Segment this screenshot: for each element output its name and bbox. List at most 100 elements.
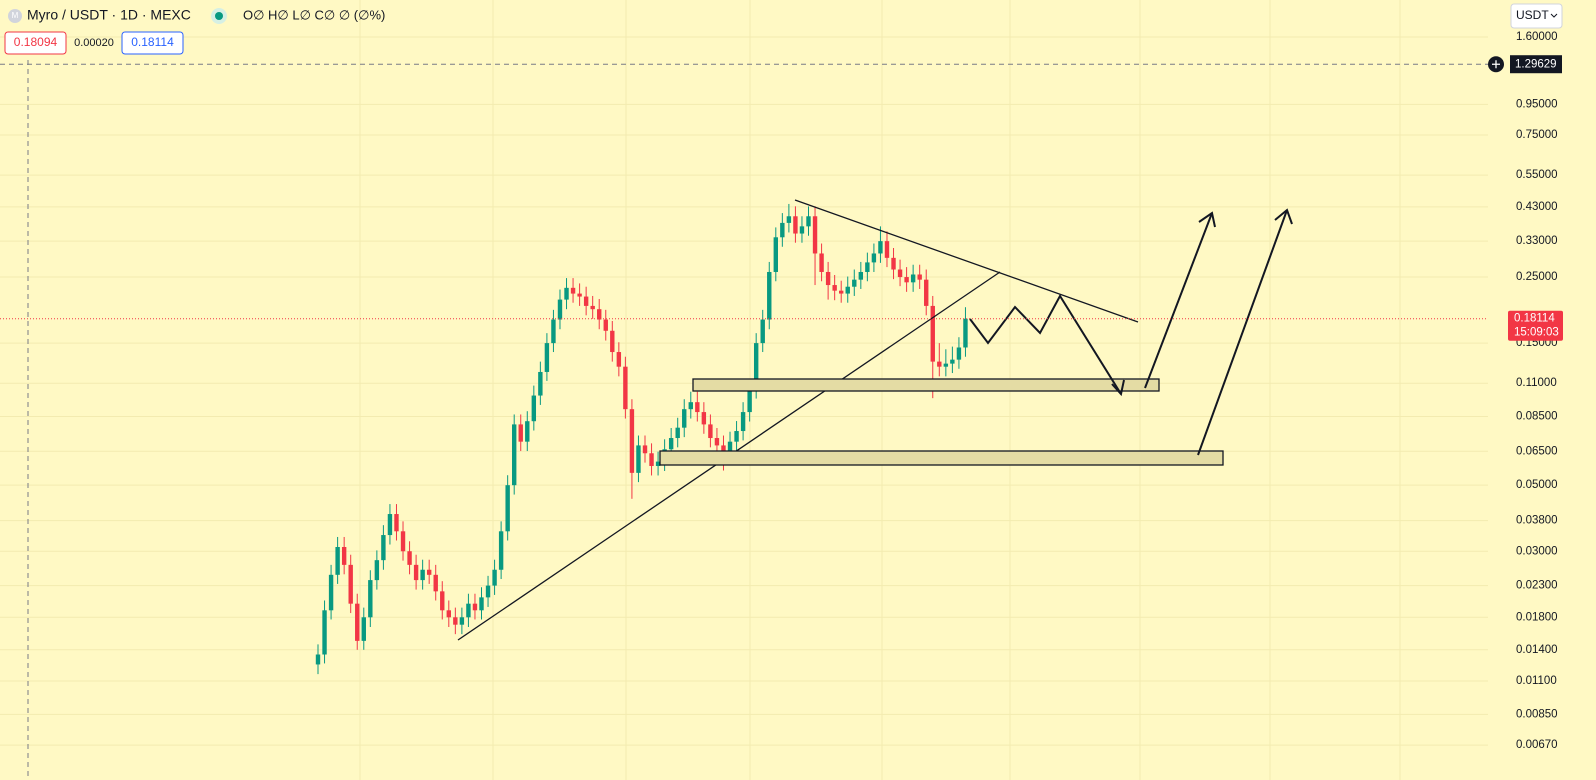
spread: 0.00020 — [74, 37, 114, 49]
candle-body — [538, 371, 543, 396]
candle-body — [682, 409, 687, 428]
crosshair-price: 1.29629 — [1515, 58, 1557, 70]
candle-body — [734, 431, 739, 442]
path-projection — [969, 294, 1122, 395]
candle-body — [629, 409, 635, 473]
candle-body — [956, 347, 962, 360]
candle-body — [897, 269, 903, 278]
candle-body — [806, 216, 811, 227]
arrowhead — [1111, 379, 1125, 397]
candle-body — [904, 277, 909, 283]
dropdown-caret — [1550, 13, 1558, 18]
candle-body — [315, 654, 321, 665]
currency-label[interactable]: USDT — [1516, 8, 1549, 22]
candle-body — [400, 531, 406, 552]
candle-body — [518, 424, 523, 442]
y-tick-label: 0.95000 — [1516, 98, 1558, 110]
candle-body — [577, 293, 582, 297]
zone-upper — [692, 378, 1160, 392]
candle-body — [963, 318, 968, 348]
candles — [315, 203, 968, 675]
y-tick-label: 0.03800 — [1516, 515, 1558, 527]
candle-body — [884, 241, 890, 258]
candle-body — [413, 564, 419, 581]
candle-body — [917, 274, 922, 280]
candle-body — [832, 285, 837, 291]
last-price-tag: 0.18114 15:09:03 — [1508, 310, 1563, 341]
candle-body — [368, 580, 373, 618]
candle-body — [381, 535, 386, 561]
candle-body — [786, 216, 792, 223]
bid-price[interactable]: 0.18094 — [14, 35, 58, 49]
candle-body — [498, 531, 504, 570]
drawings — [457, 199, 1293, 641]
candle-body — [440, 591, 445, 611]
candle-body — [655, 461, 661, 466]
candle-body — [695, 402, 700, 413]
y-tick-label: 0.00850 — [1516, 708, 1558, 720]
candle-body — [760, 319, 765, 344]
arrow-up-2 — [1197, 209, 1288, 456]
last-price: 0.18114 — [1514, 313, 1555, 325]
candle-body — [943, 363, 949, 367]
y-tick-label: 0.02300 — [1516, 580, 1558, 592]
candle-body — [852, 279, 857, 287]
candle-body — [551, 319, 556, 344]
candle-body — [668, 438, 674, 450]
candle-body — [453, 617, 458, 625]
candle-body — [636, 445, 641, 473]
candle-body — [878, 241, 883, 254]
price-axis-bg — [1488, 0, 1596, 780]
candle-body — [616, 352, 622, 367]
market-status-dot — [215, 12, 223, 20]
y-tick-label: 0.00670 — [1516, 739, 1558, 751]
crosshair-price-box — [1510, 55, 1562, 74]
candle-body — [701, 412, 707, 425]
candle-body — [394, 514, 399, 532]
ask-price[interactable]: 0.18114 — [131, 35, 174, 49]
candle-body — [505, 485, 510, 532]
crosshair-tag: 1.29629 — [1488, 55, 1562, 74]
candle-body — [819, 253, 824, 272]
zone-lower — [659, 450, 1224, 466]
candle-body — [610, 330, 615, 353]
candle-body — [544, 343, 550, 372]
candle-body — [485, 585, 491, 598]
y-tick-label: 0.75000 — [1516, 129, 1558, 141]
candle-body — [858, 271, 864, 280]
candle-body — [675, 427, 680, 439]
candle-body — [322, 610, 327, 655]
sell-button[interactable] — [4, 31, 67, 55]
candle-body — [793, 216, 798, 234]
candle-body — [688, 402, 693, 410]
candle-body — [642, 445, 648, 454]
buy-button[interactable] — [121, 31, 184, 55]
candle-body — [924, 279, 929, 306]
candle-body — [407, 551, 412, 565]
candle-body — [708, 424, 713, 439]
candle-body — [871, 253, 877, 263]
y-tick-label: 0.55000 — [1516, 169, 1558, 181]
candle-body — [753, 343, 759, 390]
candle-body — [335, 546, 340, 575]
candle-body — [937, 361, 942, 367]
candle-body — [799, 226, 805, 234]
candle-body — [590, 305, 595, 310]
candle-body — [355, 603, 360, 641]
candle-body — [374, 560, 380, 581]
y-tick-label: 0.06500 — [1516, 445, 1558, 457]
candle-body — [472, 603, 478, 611]
candle-body — [433, 574, 438, 592]
candle-body — [426, 569, 432, 575]
price-axis: 1.60000 0.95000 0.75000 0.55000 0.43000 0.330… — [1488, 0, 1596, 780]
candle-body — [341, 546, 347, 565]
candle-body — [812, 216, 818, 254]
currency-dropdown[interactable] — [1510, 3, 1563, 29]
horizontal-grid — [0, 36, 1488, 746]
symbol-title[interactable]: Myro / USDT · 1D · MEXC — [27, 7, 191, 23]
candle-body — [721, 445, 726, 454]
candle-body — [387, 514, 393, 536]
candle-body — [328, 574, 334, 611]
candle-body — [492, 569, 497, 586]
candle-body — [910, 274, 916, 283]
